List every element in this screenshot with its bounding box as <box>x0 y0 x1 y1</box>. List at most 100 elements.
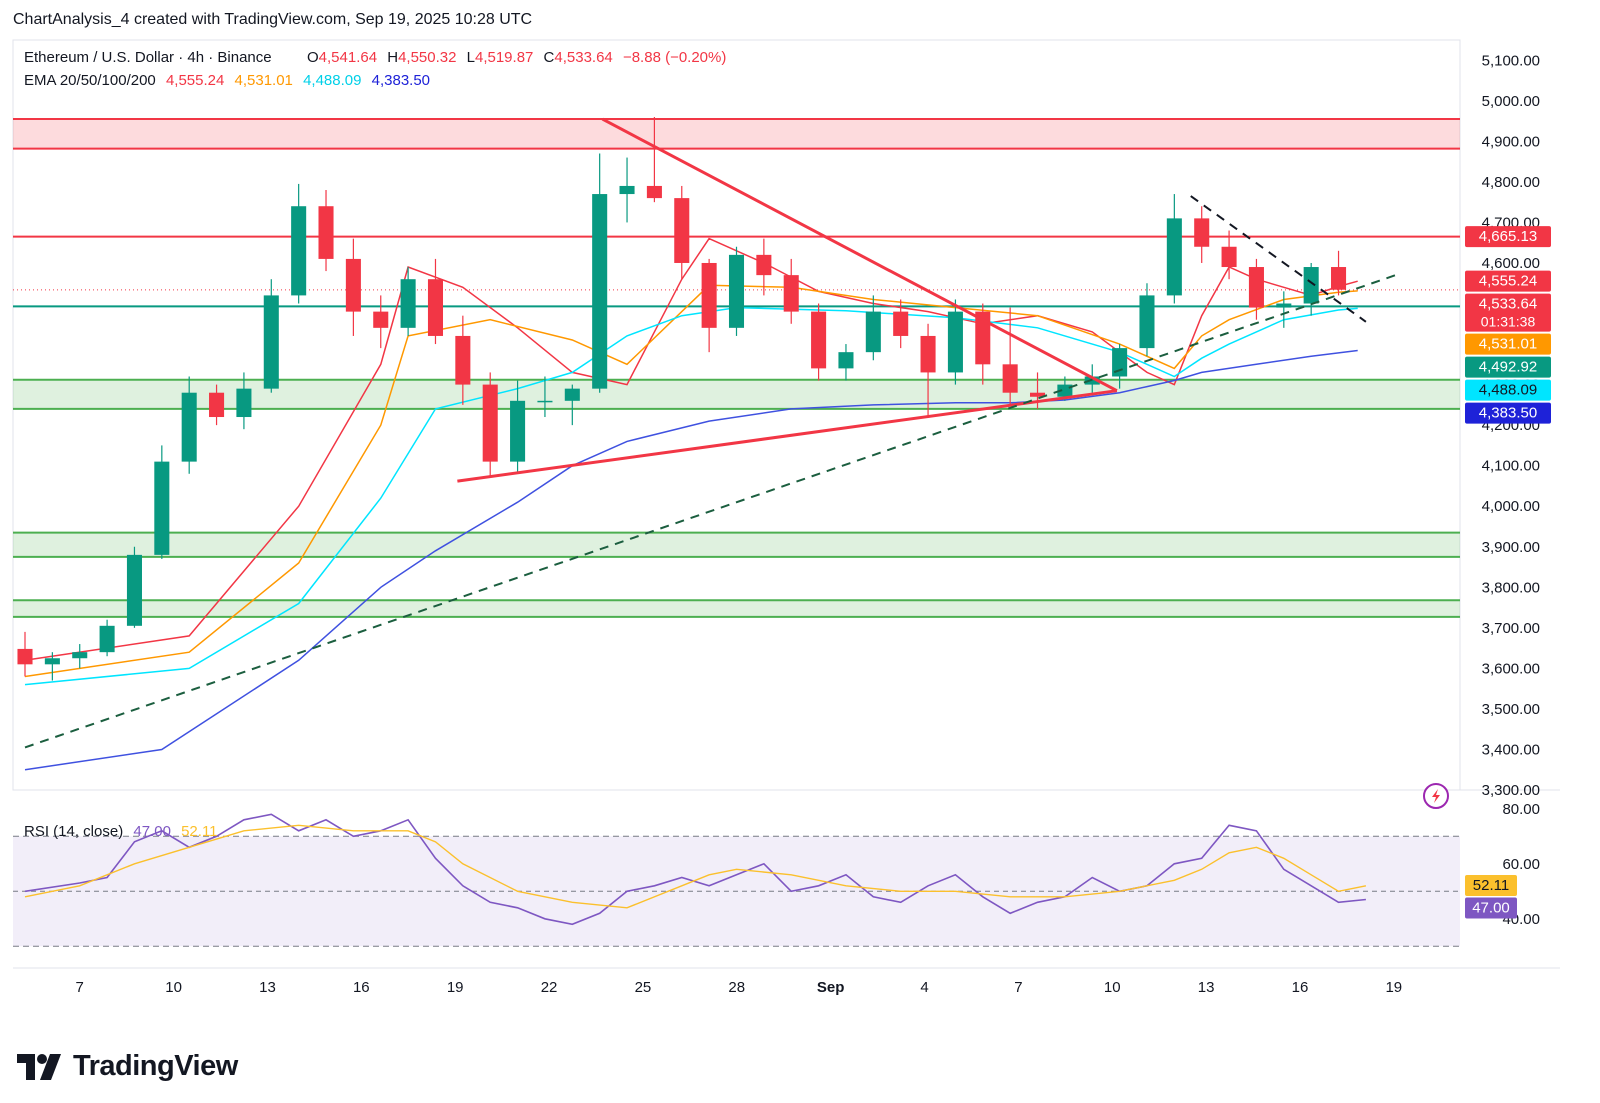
tradingview-logo-icon <box>17 1053 61 1080</box>
price-label-box <box>1465 226 1551 248</box>
price-label-box <box>1465 293 1551 332</box>
open-label: O <box>307 49 319 66</box>
candle-body <box>947 311 963 373</box>
price-axis-tick: 3,900.00 <box>1482 539 1540 556</box>
price-axis-tick: 3,700.00 <box>1482 620 1540 637</box>
time-axis-tick: 28 <box>728 979 745 996</box>
candle-body <box>318 206 334 259</box>
candle-body <box>72 652 88 659</box>
price-pane[interactable]: 5,100.005,000.004,900.004,800.004,700.00… <box>12 39 1560 799</box>
candle-body <box>400 279 416 328</box>
candle-body <box>1139 295 1155 349</box>
candle-body <box>920 335 936 373</box>
price-axis-tick: 4,100.00 <box>1482 458 1540 475</box>
candle-body <box>1276 303 1292 308</box>
rsi-title: RSI (14, close) <box>24 823 123 840</box>
price-axis-tick: 5,100.00 <box>1482 52 1540 69</box>
ema100-value: 4,488.09 <box>303 72 361 89</box>
candle-body <box>1194 218 1210 247</box>
ema50-value: 4,531.01 <box>235 72 293 89</box>
rsi-value-label: 52.11 <box>1473 877 1509 894</box>
rsi-value-label: 47.00 <box>1472 899 1510 916</box>
candle-body <box>99 625 115 653</box>
ema200-value: 4,383.50 <box>372 72 430 89</box>
candle-body <box>1057 384 1073 397</box>
candle-body <box>564 388 580 401</box>
candle-body <box>838 352 854 369</box>
candle-body <box>126 554 142 626</box>
price-axis-tick: 3,600.00 <box>1482 660 1540 677</box>
candle-body <box>1029 392 1046 397</box>
legend: Ethereum / U.S. Dollar · 4h · Binance O4… <box>24 49 726 840</box>
price-label-box <box>1465 379 1551 401</box>
candle-body <box>537 400 553 403</box>
price-axis-tick: 3,400.00 <box>1482 741 1540 758</box>
rsi-axis-tick: 60.00 <box>1502 856 1540 873</box>
tradingview-logo[interactable]: TradingView <box>17 1050 238 1083</box>
candle-body <box>811 311 827 369</box>
rsi-legend-value: 47.00 <box>133 823 171 840</box>
price-label-value: 4,383.50 <box>1479 405 1537 422</box>
close-value: 4,533.64 <box>554 49 612 66</box>
price-axis-tick: 3,300.00 <box>1482 782 1540 799</box>
time-axis-tick: 13 <box>259 979 276 996</box>
candle-body <box>1331 267 1347 290</box>
candle-body <box>345 258 361 312</box>
candle-body <box>728 254 745 328</box>
trendline-solid[interactable] <box>601 117 1118 393</box>
candle-body <box>1303 267 1319 304</box>
time-axis-tick: 10 <box>165 979 182 996</box>
candle-body <box>865 311 881 353</box>
time-axis-tick: 7 <box>76 979 84 996</box>
chart-header: ChartAnalysis_4 created with TradingView… <box>13 11 533 28</box>
time-axis-tick: 22 <box>541 979 558 996</box>
rsi-axis-tick: 80.00 <box>1502 801 1540 818</box>
lightning-icon[interactable] <box>1423 783 1449 809</box>
high-label: H <box>387 49 398 66</box>
price-axis-tick: 4,600.00 <box>1482 255 1540 272</box>
candle-body <box>291 206 307 296</box>
candle-body <box>1166 218 1182 296</box>
candle-body <box>1221 246 1237 268</box>
trendline-solid[interactable] <box>457 389 1118 483</box>
price-label-box <box>1465 333 1551 355</box>
candle-body <box>236 388 252 418</box>
price-plot-area[interactable] <box>12 39 1461 791</box>
ema-200-line <box>24 349 1358 771</box>
candle-body <box>482 384 498 462</box>
candle-body <box>1112 348 1128 377</box>
support-zone <box>13 379 1460 409</box>
candle-body <box>44 658 60 665</box>
open-value: 4,541.64 <box>319 49 377 66</box>
trendline-dashed[interactable] <box>24 272 1402 749</box>
price-label-box <box>1465 402 1551 424</box>
trendline-dashed[interactable] <box>1190 195 1367 323</box>
low-label: L <box>467 49 475 66</box>
time-axis-tick: 4 <box>920 979 928 996</box>
time-axis[interactable]: 7 10 13 16 19 22 25 28 Sep 4 7 10 13 16 19 <box>13 967 1560 996</box>
candle-body <box>427 279 444 336</box>
bar-countdown: 01:31:38 <box>1481 314 1536 330</box>
candle-body <box>674 198 690 263</box>
time-axis-tick: 19 <box>1385 979 1402 996</box>
ema20-value: 4,555.24 <box>166 72 224 89</box>
price-label-value: 4,533.64 <box>1479 296 1537 313</box>
low-value: 4,519.87 <box>475 49 533 66</box>
candle-body <box>455 335 471 385</box>
candle-body <box>701 262 717 328</box>
price-axis-tick: 3,500.00 <box>1482 701 1540 718</box>
candle-body <box>893 311 909 336</box>
close-label: C <box>544 49 555 66</box>
candle-body <box>783 275 799 312</box>
rsi-value-label-box <box>1465 897 1517 919</box>
time-axis-tick: 19 <box>447 979 464 996</box>
chart-canvas[interactable]: 5,100.005,000.004,900.004,800.004,700.00… <box>0 0 1600 1040</box>
candle-body <box>209 392 225 418</box>
tradingview-wordmark: TradingView <box>73 1050 238 1082</box>
candle-body <box>1248 267 1264 308</box>
candle-body <box>592 194 608 389</box>
support-zone <box>13 532 1460 557</box>
time-axis-tick: 16 <box>353 979 370 996</box>
price-label-value: 4,555.24 <box>1479 273 1537 290</box>
